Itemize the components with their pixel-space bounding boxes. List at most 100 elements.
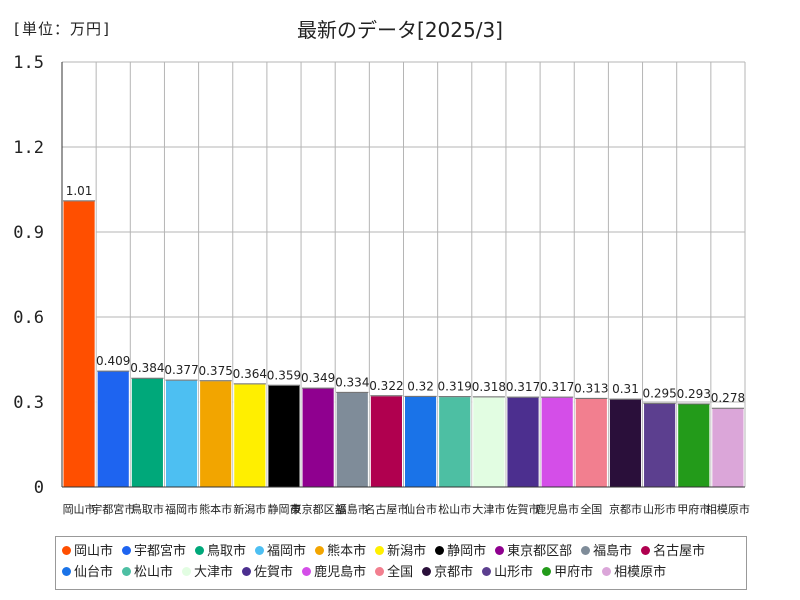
data-label: 0.31 xyxy=(612,382,639,396)
data-label: 0.359 xyxy=(267,368,301,382)
y-tick-label: 1.5 xyxy=(13,53,44,73)
bar-福岡市 xyxy=(164,379,199,488)
x-tick-label: 福岡市 xyxy=(165,502,198,516)
legend-item: 新潟市 xyxy=(375,541,426,562)
legend-item: 福島市 xyxy=(581,541,632,562)
legend-marker-icon xyxy=(495,546,505,555)
data-label: 0.32 xyxy=(407,379,434,393)
x-tick-label: 熊本市 xyxy=(199,502,232,516)
x-tick-label: 佐賀市 xyxy=(507,502,540,516)
legend-item: 山形市 xyxy=(482,562,533,583)
x-tick-label: 甲府市 xyxy=(677,502,710,516)
bar-静岡市 xyxy=(267,384,301,488)
legend-item: 大津市 xyxy=(182,562,233,583)
bar-相模原市 xyxy=(711,407,745,488)
legend-label: 甲府市 xyxy=(554,565,594,580)
data-label: 0.313 xyxy=(574,381,608,395)
bar-新潟市 xyxy=(233,383,267,488)
y-tick-label: 0.3 xyxy=(13,393,44,413)
bar-福島市 xyxy=(335,391,369,488)
chart-title: 最新のデータ[2025/3] xyxy=(297,18,503,42)
data-label: 0.349 xyxy=(301,371,335,385)
bar-鳥取市 xyxy=(130,377,164,488)
legend-label: 鹿児島市 xyxy=(314,565,367,580)
bar-名古屋市 xyxy=(369,395,404,488)
legend-label: 新潟市 xyxy=(387,544,427,559)
x-tick-label: 京都市 xyxy=(609,502,642,516)
bar-山形市 xyxy=(643,402,677,488)
legend-label: 山形市 xyxy=(494,565,534,580)
data-label: 0.317 xyxy=(540,380,574,394)
legend-label: 福島市 xyxy=(593,544,633,559)
legend-item: 佐賀市 xyxy=(242,562,293,583)
x-tick-label: 鹿児島市 xyxy=(535,502,579,516)
legend-item: 全国 xyxy=(375,562,413,583)
legend-item: 名古屋市 xyxy=(641,541,705,562)
bar-佐賀市 xyxy=(506,396,540,488)
legend-item: 甲府市 xyxy=(542,562,593,583)
legend-label: 大津市 xyxy=(194,565,234,580)
unit-label: [単位：万円] xyxy=(12,20,113,38)
bar-甲府市 xyxy=(677,403,711,488)
legend-item: 熊本市 xyxy=(315,541,366,562)
legend-marker-icon xyxy=(255,546,265,555)
x-tick-label: 静岡市 xyxy=(267,502,300,516)
bar-熊本市 xyxy=(199,380,233,488)
legend-marker-icon xyxy=(122,546,132,555)
bar-岡山市 xyxy=(62,200,96,488)
x-tick-label: 岡山市 xyxy=(63,502,96,516)
data-label: 0.334 xyxy=(335,375,369,389)
legend-marker-icon xyxy=(581,546,591,555)
legend-marker-icon xyxy=(122,567,132,576)
data-label: 0.322 xyxy=(369,379,403,393)
legend-marker-icon xyxy=(182,567,192,576)
legend-item: 東京都区部 xyxy=(495,541,572,562)
legend-label: 熊本市 xyxy=(327,544,367,559)
data-label: 0.318 xyxy=(472,380,506,394)
legend-item: 福岡市 xyxy=(255,541,306,562)
legend-label: 佐賀市 xyxy=(254,565,294,580)
data-label: 0.375 xyxy=(198,364,232,378)
x-tick-label: 福島市 xyxy=(336,502,369,516)
y-tick-label: 1.2 xyxy=(13,138,44,158)
legend-marker-icon xyxy=(302,567,312,576)
data-label: 0.409 xyxy=(96,354,130,368)
x-tick-label: 新潟市 xyxy=(233,502,266,516)
bar-京都市 xyxy=(608,398,643,488)
legend-item: 鹿児島市 xyxy=(302,562,366,583)
y-tick-label: 0.9 xyxy=(13,223,44,243)
legend-marker-icon xyxy=(602,567,612,576)
legend-label: 仙台市 xyxy=(74,565,114,580)
legend-marker-icon xyxy=(62,567,71,576)
legend-label: 鳥取市 xyxy=(207,544,247,559)
chart-legend: 岡山市 宇都宮市 鳥取市 福岡市 熊本市 新潟市 静岡市 東京都区部 福島市 名古屋市仙台市 松山市… xyxy=(55,536,747,590)
legend-label: 全国 xyxy=(387,565,414,580)
data-label: 0.377 xyxy=(164,363,198,377)
data-label: 0.384 xyxy=(130,361,164,375)
legend-item: 仙台市 xyxy=(62,562,113,583)
x-tick-label: 宇都宮市 xyxy=(91,502,135,516)
legend-marker-icon xyxy=(375,546,385,555)
data-label: 1.01 xyxy=(66,184,93,198)
data-label: 0.278 xyxy=(711,391,745,405)
legend-label: 福岡市 xyxy=(267,544,307,559)
legend-label: 名古屋市 xyxy=(653,544,706,559)
legend-marker-icon xyxy=(435,546,445,555)
legend-label: 相模原市 xyxy=(614,565,667,580)
bar-大津市 xyxy=(472,396,506,488)
legend-marker-icon xyxy=(62,546,71,555)
data-label: 0.364 xyxy=(233,367,267,381)
legend-item: 鳥取市 xyxy=(195,541,246,562)
bar-鹿児島市 xyxy=(540,396,574,488)
bar-仙台市 xyxy=(404,395,438,488)
legend-marker-icon xyxy=(315,546,325,555)
legend-label: 岡山市 xyxy=(74,544,114,559)
legend-marker-icon xyxy=(375,567,385,576)
legend-label: 京都市 xyxy=(434,565,474,580)
legend-item: 相模原市 xyxy=(602,562,666,583)
y-tick-label: 0.6 xyxy=(13,308,44,328)
legend-label: 宇都宮市 xyxy=(134,544,187,559)
legend-marker-icon xyxy=(641,546,651,555)
bar-宇都宮市 xyxy=(96,370,130,488)
x-tick-label: 仙台市 xyxy=(404,502,437,516)
